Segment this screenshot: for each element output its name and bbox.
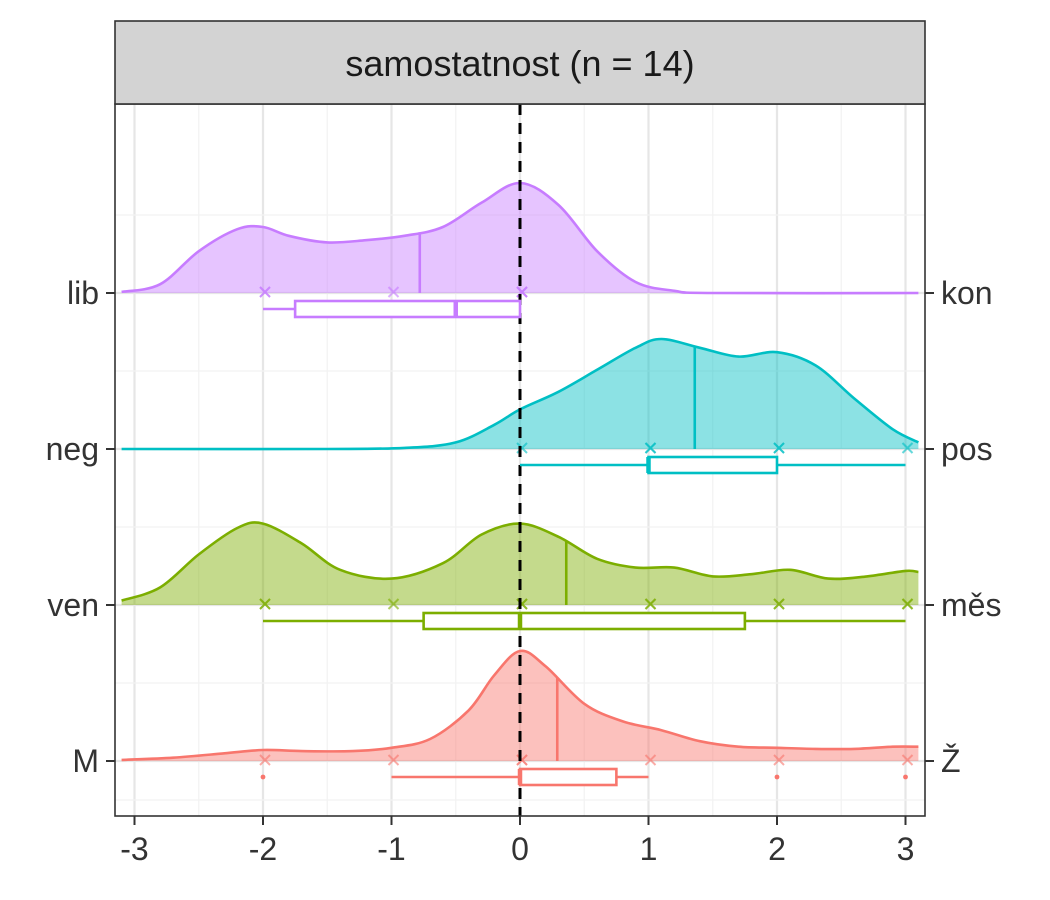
data-point — [644, 598, 657, 610]
data-point-stroke — [387, 286, 400, 298]
x-tick-label: -3 — [120, 831, 148, 867]
iqr-box — [293, 299, 522, 319]
boxplot-lib — [263, 299, 522, 319]
cloud-neg — [121, 337, 919, 454]
y-label-left: M — [72, 743, 99, 779]
y-label-right: pos — [941, 431, 993, 467]
data-point-stroke — [387, 754, 400, 766]
x-tick-label: 1 — [640, 831, 658, 867]
data-point-stroke — [644, 754, 657, 766]
y-label-left: ven — [47, 587, 99, 623]
x-tick-label: 3 — [897, 831, 915, 867]
data-point — [259, 286, 271, 298]
strip-title: samostatnost (n = 14) — [345, 43, 694, 84]
data-point — [773, 598, 785, 610]
density-area — [121, 339, 919, 450]
x-tick-label: -2 — [249, 831, 277, 867]
data-point-stroke — [644, 442, 657, 454]
box-plots — [260, 299, 908, 787]
iqr-box — [647, 455, 779, 475]
y-label-left: lib — [67, 275, 99, 311]
data-point-stroke — [773, 442, 785, 454]
cloud-M — [121, 649, 919, 766]
data-point — [901, 442, 914, 454]
data-point — [901, 598, 914, 610]
data-point — [259, 598, 271, 610]
data-point — [644, 442, 657, 454]
data-point-stroke — [901, 442, 914, 454]
x-tick-label: 2 — [768, 831, 786, 867]
y-label-right: kon — [941, 275, 993, 311]
data-point — [644, 754, 657, 766]
data-point — [901, 754, 914, 766]
data-point-stroke — [773, 754, 785, 766]
data-point-stroke — [259, 286, 271, 298]
data-point-stroke — [516, 754, 528, 766]
data-point-stroke — [259, 598, 271, 610]
strip-background — [114, 20, 926, 105]
density-line — [121, 181, 919, 295]
axes: -3 -2 -1 0 1 2 3 lib kon neg pos ven měs M Ž — [46, 275, 1002, 867]
boxplot-M — [260, 767, 908, 787]
x-tick-label: 0 — [511, 831, 529, 867]
data-point-stroke — [259, 754, 271, 766]
outlier-point — [903, 774, 908, 780]
boxplot-ven — [263, 611, 906, 631]
x-tick-label: -1 — [377, 831, 405, 867]
boxplot-neg — [520, 455, 906, 475]
density-line — [121, 521, 919, 602]
data-point — [773, 442, 785, 454]
data-point-stroke — [773, 598, 785, 610]
iqr-box — [518, 767, 618, 787]
data-point — [387, 598, 400, 610]
data-point-stroke — [901, 754, 914, 766]
data-point-stroke — [644, 598, 657, 610]
data-point — [259, 754, 271, 766]
data-point — [773, 754, 785, 766]
y-label-right: měs — [941, 587, 1001, 623]
y-label-right: Ž — [941, 743, 961, 779]
data-point — [387, 286, 400, 298]
density-line — [121, 649, 919, 762]
outlier-point — [260, 774, 266, 780]
density-area — [121, 650, 919, 761]
data-point-stroke — [901, 598, 914, 610]
y-label-left: neg — [46, 431, 99, 467]
outlier-point — [774, 774, 780, 780]
iqr-box — [422, 611, 747, 631]
data-point — [387, 754, 400, 766]
density-line — [121, 337, 919, 451]
data-point-stroke — [387, 598, 400, 610]
